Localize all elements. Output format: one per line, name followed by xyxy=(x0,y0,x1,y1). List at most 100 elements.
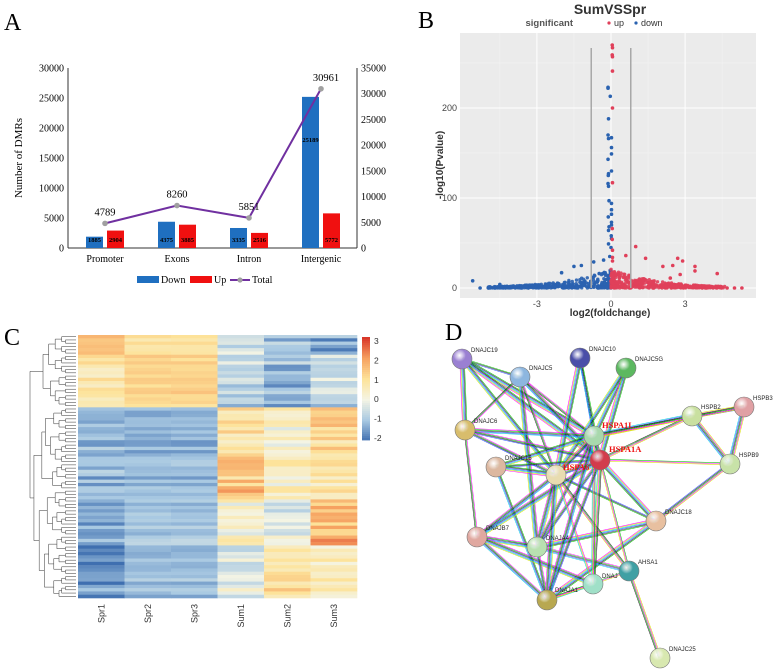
colorbar-segment xyxy=(362,369,370,373)
heatmap-cell xyxy=(217,367,265,372)
heatmap-cell xyxy=(171,436,218,441)
network-edge xyxy=(599,415,692,460)
heatmap-cell xyxy=(171,404,218,408)
network-edge xyxy=(594,460,603,585)
point-down xyxy=(606,184,611,189)
heatmap-cell xyxy=(171,371,218,375)
network-edge xyxy=(464,430,556,477)
point-up xyxy=(612,284,617,289)
heatmap-cell xyxy=(78,584,125,589)
heatmap-cell xyxy=(310,532,358,536)
protein-node-icon xyxy=(615,357,637,379)
network-node-dnaj: DNAJ xyxy=(582,573,618,595)
heatmap-cell xyxy=(124,542,172,546)
heatmap-cell xyxy=(310,354,358,359)
colorbar-segment xyxy=(362,363,370,367)
network-edge xyxy=(496,466,548,600)
heatmap-cell xyxy=(264,456,311,461)
protein-node-icon xyxy=(649,647,671,669)
colorbar-segment xyxy=(362,367,370,371)
heatmap-cell xyxy=(264,492,311,497)
heatmap-cell xyxy=(310,515,358,520)
heatmap-cell xyxy=(171,515,218,520)
heatmap-cell xyxy=(264,351,311,356)
heatmap-cell xyxy=(264,410,311,415)
network-edge xyxy=(464,431,594,439)
node-label: DNAJB7 xyxy=(486,526,510,532)
heatmap-cell xyxy=(124,515,172,520)
network-node-dnajb7: DNAJB7 xyxy=(466,526,510,548)
heatmap-cell xyxy=(217,413,265,418)
network-edge xyxy=(534,474,555,547)
heatmap-cell xyxy=(78,522,125,526)
heatmap-cell xyxy=(124,528,172,533)
heatmap-cell xyxy=(124,565,172,569)
network-edge xyxy=(536,519,656,546)
network-edge xyxy=(547,460,601,601)
colorbar-segment xyxy=(362,392,370,396)
colorbar-segment xyxy=(362,409,370,412)
bar-down-exons xyxy=(158,221,175,248)
heatmap-cell xyxy=(310,417,358,421)
network-edge xyxy=(546,474,556,600)
heatmap-cell xyxy=(171,565,218,569)
heatmap-cell xyxy=(264,568,311,572)
heatmap-cell xyxy=(217,430,265,434)
heatmap-cell xyxy=(78,505,125,510)
node-label: AHSA1 xyxy=(638,560,658,566)
total-value-label: 8260 xyxy=(167,190,188,201)
node-label: DNAJC16 xyxy=(505,456,532,462)
node-label: DNAJC10 xyxy=(589,347,616,353)
heatmap-cell xyxy=(171,335,218,339)
heatmap-cell xyxy=(264,404,311,408)
heatmap-cell xyxy=(264,384,311,388)
network-edge xyxy=(693,414,732,463)
heatmap-cell xyxy=(78,469,125,474)
heatmap-cell xyxy=(78,436,125,441)
heatmap-cell xyxy=(217,505,265,510)
hub-node-label: HSPA6 xyxy=(563,462,589,472)
heatmap-cell xyxy=(264,558,311,563)
point-up xyxy=(675,256,680,261)
network-edge xyxy=(553,357,579,475)
colorbar-segment xyxy=(362,431,370,435)
point-up xyxy=(707,285,711,289)
heatmap-cell xyxy=(78,525,125,530)
network-edge xyxy=(544,474,555,600)
heatmap-cell xyxy=(310,466,358,471)
heatmap-cell xyxy=(217,420,265,425)
point-up xyxy=(637,279,641,284)
heatmap-cell xyxy=(217,545,265,549)
column-label: Spr3 xyxy=(189,604,199,623)
heatmap-cell xyxy=(264,499,311,503)
heatmap-cell xyxy=(264,364,311,369)
network-edge xyxy=(477,534,538,546)
point-down xyxy=(569,285,573,289)
panel-label-c: C xyxy=(4,325,20,351)
point-down xyxy=(602,271,606,275)
colorbar-segment xyxy=(362,353,370,356)
panel-label-b: B xyxy=(418,8,434,34)
colorbar-segment xyxy=(362,384,370,387)
heatmap-cell xyxy=(310,555,358,559)
x-tick-label: Promoter xyxy=(86,254,124,265)
bar-up-intron xyxy=(251,232,268,248)
heatmap-cell xyxy=(171,561,218,566)
point-down xyxy=(564,284,569,288)
x-axis-label: log2(foldchange) xyxy=(570,308,651,319)
network-node-hspa1a: HSPA1A xyxy=(589,444,642,471)
heatmap-cell xyxy=(171,594,218,599)
protein-node-icon xyxy=(583,425,605,447)
heatmap-cell xyxy=(124,423,172,428)
heatmap-cell xyxy=(78,400,125,405)
network-edge xyxy=(629,570,661,658)
point-up xyxy=(649,285,653,289)
heatmap-cell xyxy=(310,496,358,500)
network-edge xyxy=(537,436,595,548)
point-down xyxy=(606,136,611,141)
node-label: DNAJC18 xyxy=(665,510,692,516)
point-down xyxy=(606,228,611,233)
legend-swatch-down xyxy=(137,276,159,283)
network-edge xyxy=(477,535,594,584)
heatmap-cell xyxy=(78,335,125,339)
